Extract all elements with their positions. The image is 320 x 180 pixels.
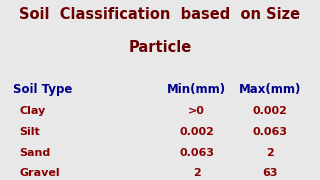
- Text: 0.063: 0.063: [253, 127, 288, 137]
- Text: 63: 63: [263, 168, 278, 178]
- Text: 2: 2: [193, 168, 201, 178]
- Text: Soil  Classification  based  on Size: Soil Classification based on Size: [20, 7, 300, 22]
- Text: Gravel: Gravel: [19, 168, 60, 178]
- Text: Particle: Particle: [128, 40, 192, 55]
- Text: >0: >0: [188, 106, 205, 116]
- Text: Min(mm): Min(mm): [167, 83, 226, 96]
- Text: 0.063: 0.063: [179, 148, 214, 158]
- Text: Sand: Sand: [19, 148, 51, 158]
- Text: Clay: Clay: [19, 106, 45, 116]
- Text: Soil Type: Soil Type: [13, 83, 72, 96]
- Text: 0.002: 0.002: [180, 127, 214, 137]
- Text: Silt: Silt: [19, 127, 40, 137]
- Text: 0.002: 0.002: [253, 106, 288, 116]
- Text: Max(mm): Max(mm): [239, 83, 301, 96]
- Text: 2: 2: [267, 148, 274, 158]
